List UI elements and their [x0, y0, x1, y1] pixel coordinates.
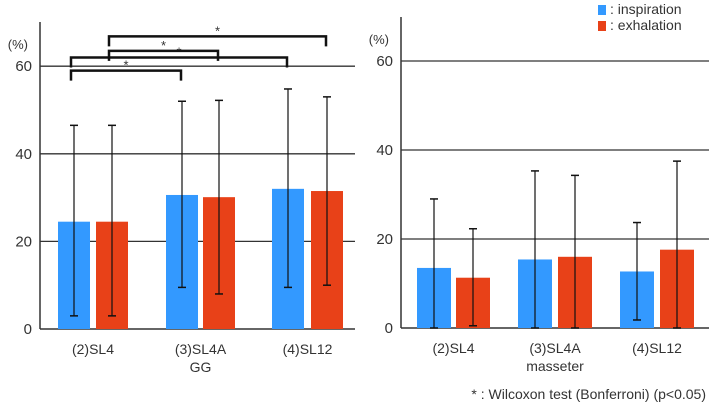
x-tick-label: (3)SL4A	[529, 340, 581, 356]
exhalation-swatch	[598, 21, 606, 31]
significance-bracket	[107, 49, 220, 61]
y-tick-label: 40	[15, 146, 32, 163]
significance-bracket	[69, 56, 289, 68]
significance-bracket	[107, 35, 328, 47]
y-tick-label: 40	[376, 142, 393, 159]
y-tick-label: 20	[376, 231, 393, 248]
x-tick-label: (4)SL12	[632, 340, 682, 356]
x-tick-label: masseter	[526, 358, 584, 374]
y-tick-label: 60	[376, 53, 393, 70]
x-tick-label: (2)SL4	[72, 341, 114, 357]
legend-label: : exhalation	[610, 17, 682, 33]
significance-star: *	[215, 23, 220, 38]
x-tick-label: (2)SL4	[432, 340, 474, 356]
y-tick-label: 60	[15, 58, 32, 75]
y-tick-label: 0	[385, 320, 393, 337]
x-tick-label: (3)SL4A	[175, 341, 227, 357]
significance-bracket	[69, 69, 183, 81]
significance-star: *	[123, 58, 128, 73]
significance-star: *	[161, 38, 166, 53]
y-tick-label: 0	[24, 321, 32, 338]
y-axis-label: (%)	[8, 37, 28, 52]
legend-label: : inspiration	[610, 1, 682, 17]
y-tick-label: 20	[15, 233, 32, 250]
inspiration-swatch	[598, 5, 606, 15]
x-tick-label: (4)SL12	[283, 341, 333, 357]
footnote: * : Wilcoxon test (Bonferroni) (p<0.05)	[471, 386, 706, 402]
y-axis-label: (%)	[369, 32, 389, 47]
x-tick-label: GG	[190, 359, 212, 375]
